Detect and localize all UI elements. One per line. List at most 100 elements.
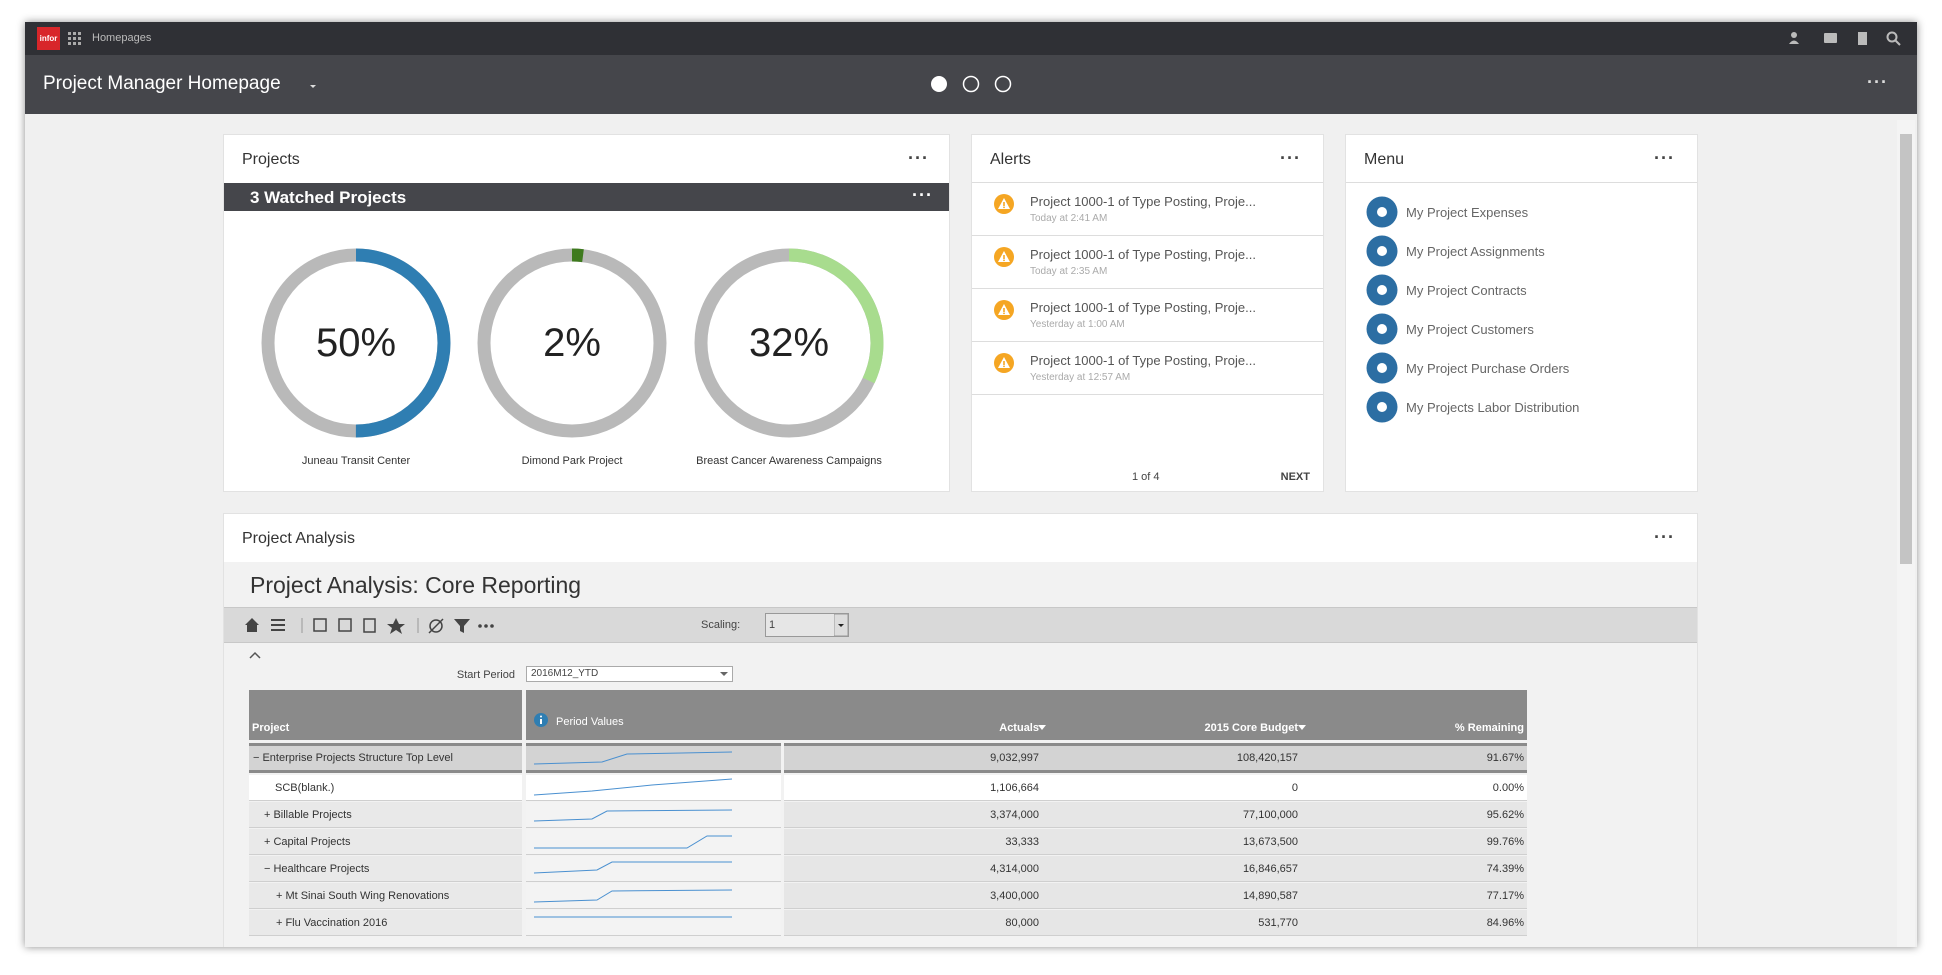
column-header[interactable]: Actuals [999,722,1039,734]
watched-title: 3 Watched Projects [250,188,407,207]
card-menu[interactable]: ··· [1654,148,1675,168]
toolbar-icons[interactable] [1787,30,1907,48]
project-name: Healthcare Projects [273,863,370,875]
page-title[interactable]: Project Manager Homepage [43,73,281,94]
menu-item[interactable]: My Project Contracts [1346,271,1697,310]
menu-item[interactable]: My Project Expenses [1346,193,1697,232]
menu-item[interactable]: My Projects Labor Distribution [1346,388,1697,427]
remaining: 74.39% [1486,863,1524,875]
alert-text[interactable]: Project 1000-1 of Type Posting, Proje... [1030,300,1256,315]
menu-item[interactable]: My Project Customers [1346,310,1697,349]
expand-toggle[interactable]: + [276,917,283,929]
menu-item[interactable]: My Project Assignments [1346,232,1697,271]
alert-text[interactable]: Project 1000-1 of Type Posting, Proje... [1030,353,1256,368]
table-row[interactable]: + Capital Projects 33,333 13,673,500 99.76% [249,829,1527,856]
scrollbar[interactable] [1897,120,1915,947]
menu-link[interactable]: My Projects Labor Distribution [1406,400,1580,415]
project-name: Mt Sinai South Wing Renovations [285,890,450,902]
project-cell: SCB(blank.) [249,775,522,801]
donut-label: 50% [316,321,396,365]
menu-link[interactable]: My Project Assignments [1406,244,1545,259]
table-row[interactable]: + Billable Projects 3,374,000 77,100,000 95.… [249,802,1527,829]
value-cells: 9,032,997 108,420,157 91.67% [784,743,1527,773]
alert-time: Today at 2:41 AM [1030,213,1108,224]
card-title: Menu [1364,151,1405,168]
table-row[interactable]: − Healthcare Projects 4,314,000 16,846,657 7… [249,856,1527,883]
column-header[interactable]: 2015 Core Budget [1204,722,1298,734]
sparkline-cell [526,775,781,801]
report-toolbar: Scaling: 1 [224,607,1697,643]
sparkline-cell [526,829,781,855]
next-button[interactable]: NEXT [1280,471,1310,483]
actuals: 33,333 [1005,836,1039,848]
project-name: Enterprise Projects Structure Top Level [262,752,453,764]
expand-toggle[interactable]: + [276,890,283,902]
start-period-select[interactable]: 2016M12_YTD [526,666,733,682]
table-row[interactable]: − Enterprise Projects Structure Top Level… [249,743,1527,773]
app-name[interactable]: Homepages [92,32,152,44]
logo[interactable]: infor [37,27,60,50]
card-menu[interactable]: ··· [908,148,929,168]
project-name[interactable]: Juneau Transit Center [302,455,411,467]
donut-arc [477,248,667,438]
menu-item[interactable]: My Project Purchase Orders [1346,349,1697,388]
card-title: Projects [242,151,300,168]
card-menu[interactable]: ··· [1654,527,1675,547]
value-cells: 80,000 531,770 84.96% [784,910,1527,936]
collapse-toggle[interactable] [248,650,262,660]
menu-link[interactable]: My Project Contracts [1406,283,1527,298]
column-header[interactable]: Project [252,722,290,734]
expand-toggle[interactable]: − [264,863,271,875]
alert-item[interactable]: Project 1000-1 of Type Posting, Proje...… [972,236,1323,289]
budget: 531,770 [1258,917,1298,929]
scaling-value[interactable]: 1 [769,619,776,631]
budget: 77,100,000 [1242,809,1298,821]
app-menu-icon[interactable] [68,32,82,46]
project-name[interactable]: Dimond Park Project [522,455,623,467]
value-cells: 3,374,000 77,100,000 95.62% [784,802,1527,828]
pager: 1 of 4 [1132,471,1160,483]
menu-link[interactable]: My Project Expenses [1406,205,1529,220]
scaling-select[interactable]: 1 [765,613,849,637]
table-row[interactable]: + Flu Vaccination 2016 80,000 531,770 84.96% [249,910,1527,937]
donut-arc [694,248,884,438]
menu-list: My Project Expenses My Project Assignment… [1346,193,1697,443]
alert-item[interactable]: Project 1000-1 of Type Posting, Proje...… [972,289,1323,342]
start-period-label: Start Period [456,669,515,681]
expand-toggle[interactable]: + [264,836,271,848]
expand-toggle[interactable]: + [264,809,271,821]
project-name[interactable]: Breast Cancer Awareness Campaigns [696,455,882,467]
alert-text[interactable]: Project 1000-1 of Type Posting, Proje... [1030,194,1256,209]
menu-link[interactable]: My Project Customers [1406,322,1534,337]
watched-bar: 3 Watched Projects ··· [224,183,949,211]
card-menu[interactable]: ··· [1280,148,1301,168]
project-cell: + Capital Projects [249,829,522,855]
alert-item[interactable]: Project 1000-1 of Type Posting, Proje...… [972,342,1323,395]
donut-label: 32% [749,321,829,365]
analysis-card: Project Analysis ··· Project Analysis: C… [223,513,1698,947]
table-row[interactable]: + Mt Sinai South Wing Renovations 3,400,00… [249,883,1527,910]
scroll-thumb[interactable] [1900,134,1912,564]
sparkline-cell [526,856,781,882]
toolbar-icons[interactable] [244,616,584,636]
header-menu[interactable]: ··· [1867,72,1888,92]
table-row[interactable]: SCB(blank.) 1,106,664 0 0.00% [249,775,1527,802]
value-cells: 3,400,000 14,890,587 77.17% [784,883,1527,909]
project-name: Flu Vaccination 2016 [285,917,388,929]
column-header[interactable]: Period Values [556,716,624,728]
column-header[interactable]: % Remaining [1454,722,1524,734]
watched-menu[interactable]: ··· [912,185,933,205]
start-period-value[interactable]: 2016M12_YTD [531,668,599,679]
header-cell: Project [249,690,522,740]
donut-arc [261,248,451,438]
page-indicator[interactable] [925,72,1025,96]
project-cell: − Enterprise Projects Structure Top Level [249,743,522,773]
alert-item[interactable]: Project 1000-1 of Type Posting, Proje...… [972,183,1323,236]
alert-list: Project 1000-1 of Type Posting, Proje...… [972,183,1323,413]
budget: 16,846,657 [1242,863,1298,875]
scaling-label: Scaling: [701,619,741,631]
menu-link[interactable]: My Project Purchase Orders [1406,361,1570,376]
title-dropdown[interactable] [307,81,319,91]
alert-text[interactable]: Project 1000-1 of Type Posting, Proje... [1030,247,1256,262]
expand-toggle[interactable]: − [253,752,260,764]
